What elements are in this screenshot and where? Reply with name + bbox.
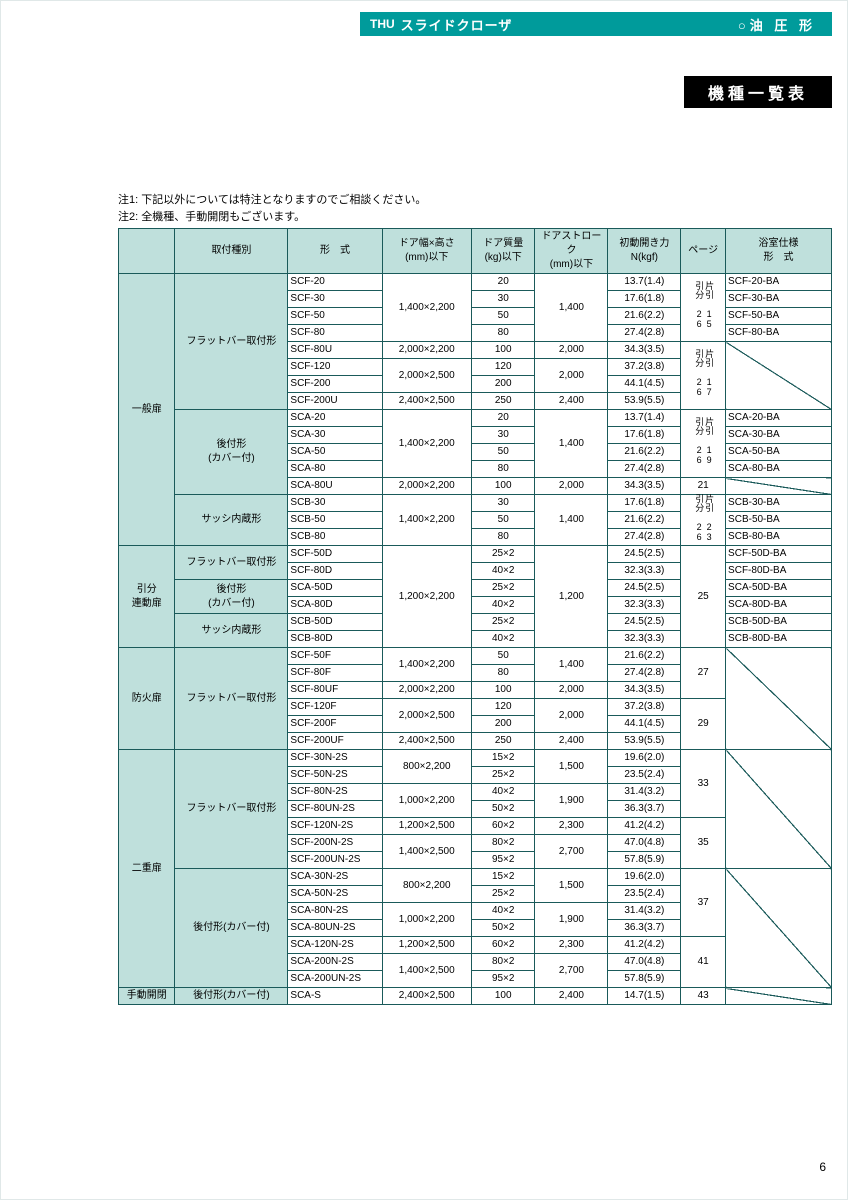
mount-label: フラットバー取付形 — [175, 750, 288, 869]
cell-bath-na — [726, 648, 832, 750]
mount-label: 後付形 (カバー付) — [175, 580, 288, 614]
cell-model: SCF-20 — [288, 274, 382, 291]
page: THU スライドクローザ ○油 圧 形 機種一覧表 注1: 下記以外については特… — [0, 0, 848, 1200]
cell-bath: SCF-20-BA — [726, 274, 832, 291]
section-label: 引分 連動扉 — [119, 546, 175, 648]
cell-page: 片引 19 引分 26 — [681, 410, 726, 478]
notes: 注1: 下記以外については特注となりますのでご相談ください。 注2: 全機種、手… — [118, 192, 426, 225]
table-row: 後付形(カバー付) SCA-30N-2S800×2,20015×21,50019… — [119, 869, 832, 886]
table-row: 二重扉 フラットバー取付形 SCF-30N-2S800×2,20015×21,5… — [119, 750, 832, 767]
cell-bath-na — [726, 750, 832, 869]
mount-label: フラットバー取付形 — [175, 546, 288, 580]
section-title: 機種一覧表 — [684, 76, 832, 108]
th-mount: 取付種別 — [175, 229, 288, 274]
th-force: 初動開き力N(kgf) — [608, 229, 681, 274]
mount-label: 後付形(カバー付) — [175, 869, 288, 988]
cell-stroke: 1,400 — [535, 274, 608, 342]
table-row: 手動開閉 後付形(カバー付) SCA-S 2,400×2,500 100 2,4… — [119, 988, 832, 1005]
th-model: 形 式 — [288, 229, 382, 274]
th-blank — [119, 229, 175, 274]
header-bar: THU スライドクローザ ○油 圧 形 — [360, 12, 832, 36]
note-2: 注2: 全機種、手動開閉もございます。 — [118, 209, 426, 226]
table-header-row: 取付種別 形 式 ドア幅×高さ(mm)以下 ドア質量(kg)以下 ドアストローク… — [119, 229, 832, 274]
cell-size: 1,400×2,200 — [382, 274, 471, 342]
table-row: 一般扉 フラットバー取付形 SCF-20 1,400×2,200 20 1,40… — [119, 274, 832, 291]
table-row: 引分 連動扉 フラットバー取付形 SCF-50D 1,200×2,200 25×… — [119, 546, 832, 563]
cell-page: 片引 17 引分 26 — [681, 342, 726, 410]
th-mass: ドア質量(kg)以下 — [471, 229, 535, 274]
section-label: 一般扉 — [119, 274, 175, 546]
mount-label: フラットバー取付形 — [175, 648, 288, 750]
page-number: 6 — [819, 1160, 826, 1174]
mount-label: サッシ内蔵形 — [175, 614, 288, 648]
header-brand: THU スライドクローザ — [360, 15, 522, 34]
brand-text: スライドクローザ — [401, 15, 513, 34]
mount-label: フラットバー取付形 — [175, 274, 288, 410]
table-row: 後付形 (カバー付) SCA-201,400×2,200201,40013.7(… — [119, 410, 832, 427]
cell-mass: 20 — [471, 274, 535, 291]
th-stroke: ドアストローク(mm)以下 — [535, 229, 608, 274]
cell-bath-na — [726, 988, 832, 1005]
section-label: 防火扉 — [119, 648, 175, 750]
table-row: 防火扉 フラットバー取付形 SCF-50F1,400×2,200501,4002… — [119, 648, 832, 665]
section-label: 二重扉 — [119, 750, 175, 988]
th-size: ドア幅×高さ(mm)以下 — [382, 229, 471, 274]
cell-bath-na — [726, 869, 832, 988]
mount-label: 後付形(カバー付) — [175, 988, 288, 1005]
mount-label: サッシ内蔵形 — [175, 495, 288, 546]
cell-page: 片引 15 引分 26 — [681, 274, 726, 342]
cell-bath-na — [726, 478, 832, 495]
section-label: 手動開閉 — [119, 988, 175, 1005]
th-page: ページ — [681, 229, 726, 274]
cell-bath-na — [726, 342, 832, 410]
cell-force: 13.7(1.4) — [608, 274, 681, 291]
brand-logo: THU — [370, 17, 395, 31]
spec-table: 取付種別 形 式 ドア幅×高さ(mm)以下 ドア質量(kg)以下 ドアストローク… — [118, 228, 832, 1005]
table-row: サッシ内蔵形 SCB-301,400×2,200301,40017.6(1.8)… — [119, 495, 832, 512]
header-category: ○油 圧 形 — [722, 15, 832, 34]
note-1: 注1: 下記以外については特注となりますのでご相談ください。 — [118, 192, 426, 209]
cell-page: 片引 23 引分 26 — [681, 495, 726, 546]
mount-label: 後付形 (カバー付) — [175, 410, 288, 495]
th-bath: 浴室仕様形 式 — [726, 229, 832, 274]
